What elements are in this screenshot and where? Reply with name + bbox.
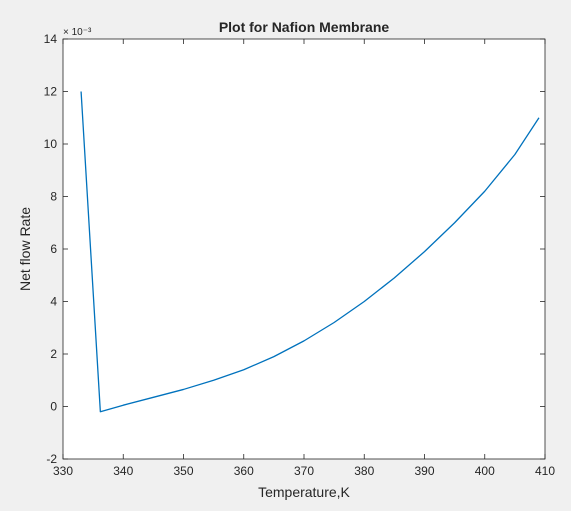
y-tick-label: 12 xyxy=(44,85,58,99)
y-tick-label: 4 xyxy=(50,295,57,309)
series-line xyxy=(80,91,540,413)
x-tick-label: 350 xyxy=(173,464,193,478)
y-axis-label: Net flow Rate xyxy=(17,207,33,291)
axes-box xyxy=(62,38,546,460)
y-tick-label: 0 xyxy=(50,400,57,414)
x-tick-label: 400 xyxy=(475,464,495,478)
x-axis-label: Temperature,K xyxy=(258,484,350,500)
y-tick-label: 10 xyxy=(44,137,58,151)
x-tick-label: 380 xyxy=(354,464,374,478)
axes-area xyxy=(63,39,545,459)
x-tick-label: 330 xyxy=(53,464,73,478)
x-tick-label: 360 xyxy=(234,464,254,478)
y-tick-label: 2 xyxy=(50,347,57,361)
x-tick-label: 370 xyxy=(294,464,314,478)
x-tick-label: 340 xyxy=(113,464,133,478)
x-tick-label: 410 xyxy=(535,464,555,478)
series-layer xyxy=(80,91,540,413)
x-tick-label: 390 xyxy=(414,464,434,478)
chart-title: Plot for Nafion Membrane xyxy=(219,19,390,35)
y-tick-label: 8 xyxy=(50,190,57,204)
y-tick-label: 14 xyxy=(44,32,58,46)
y-axis-exponent: × 10⁻³ xyxy=(63,27,92,38)
y-tick-label: 6 xyxy=(50,242,57,256)
ticks-layer: 330 340 350 360 370 380 390 400 410 -2 0 2 4 6 8 10 12 14 xyxy=(44,32,556,478)
y-tick-label: -2 xyxy=(46,452,57,466)
